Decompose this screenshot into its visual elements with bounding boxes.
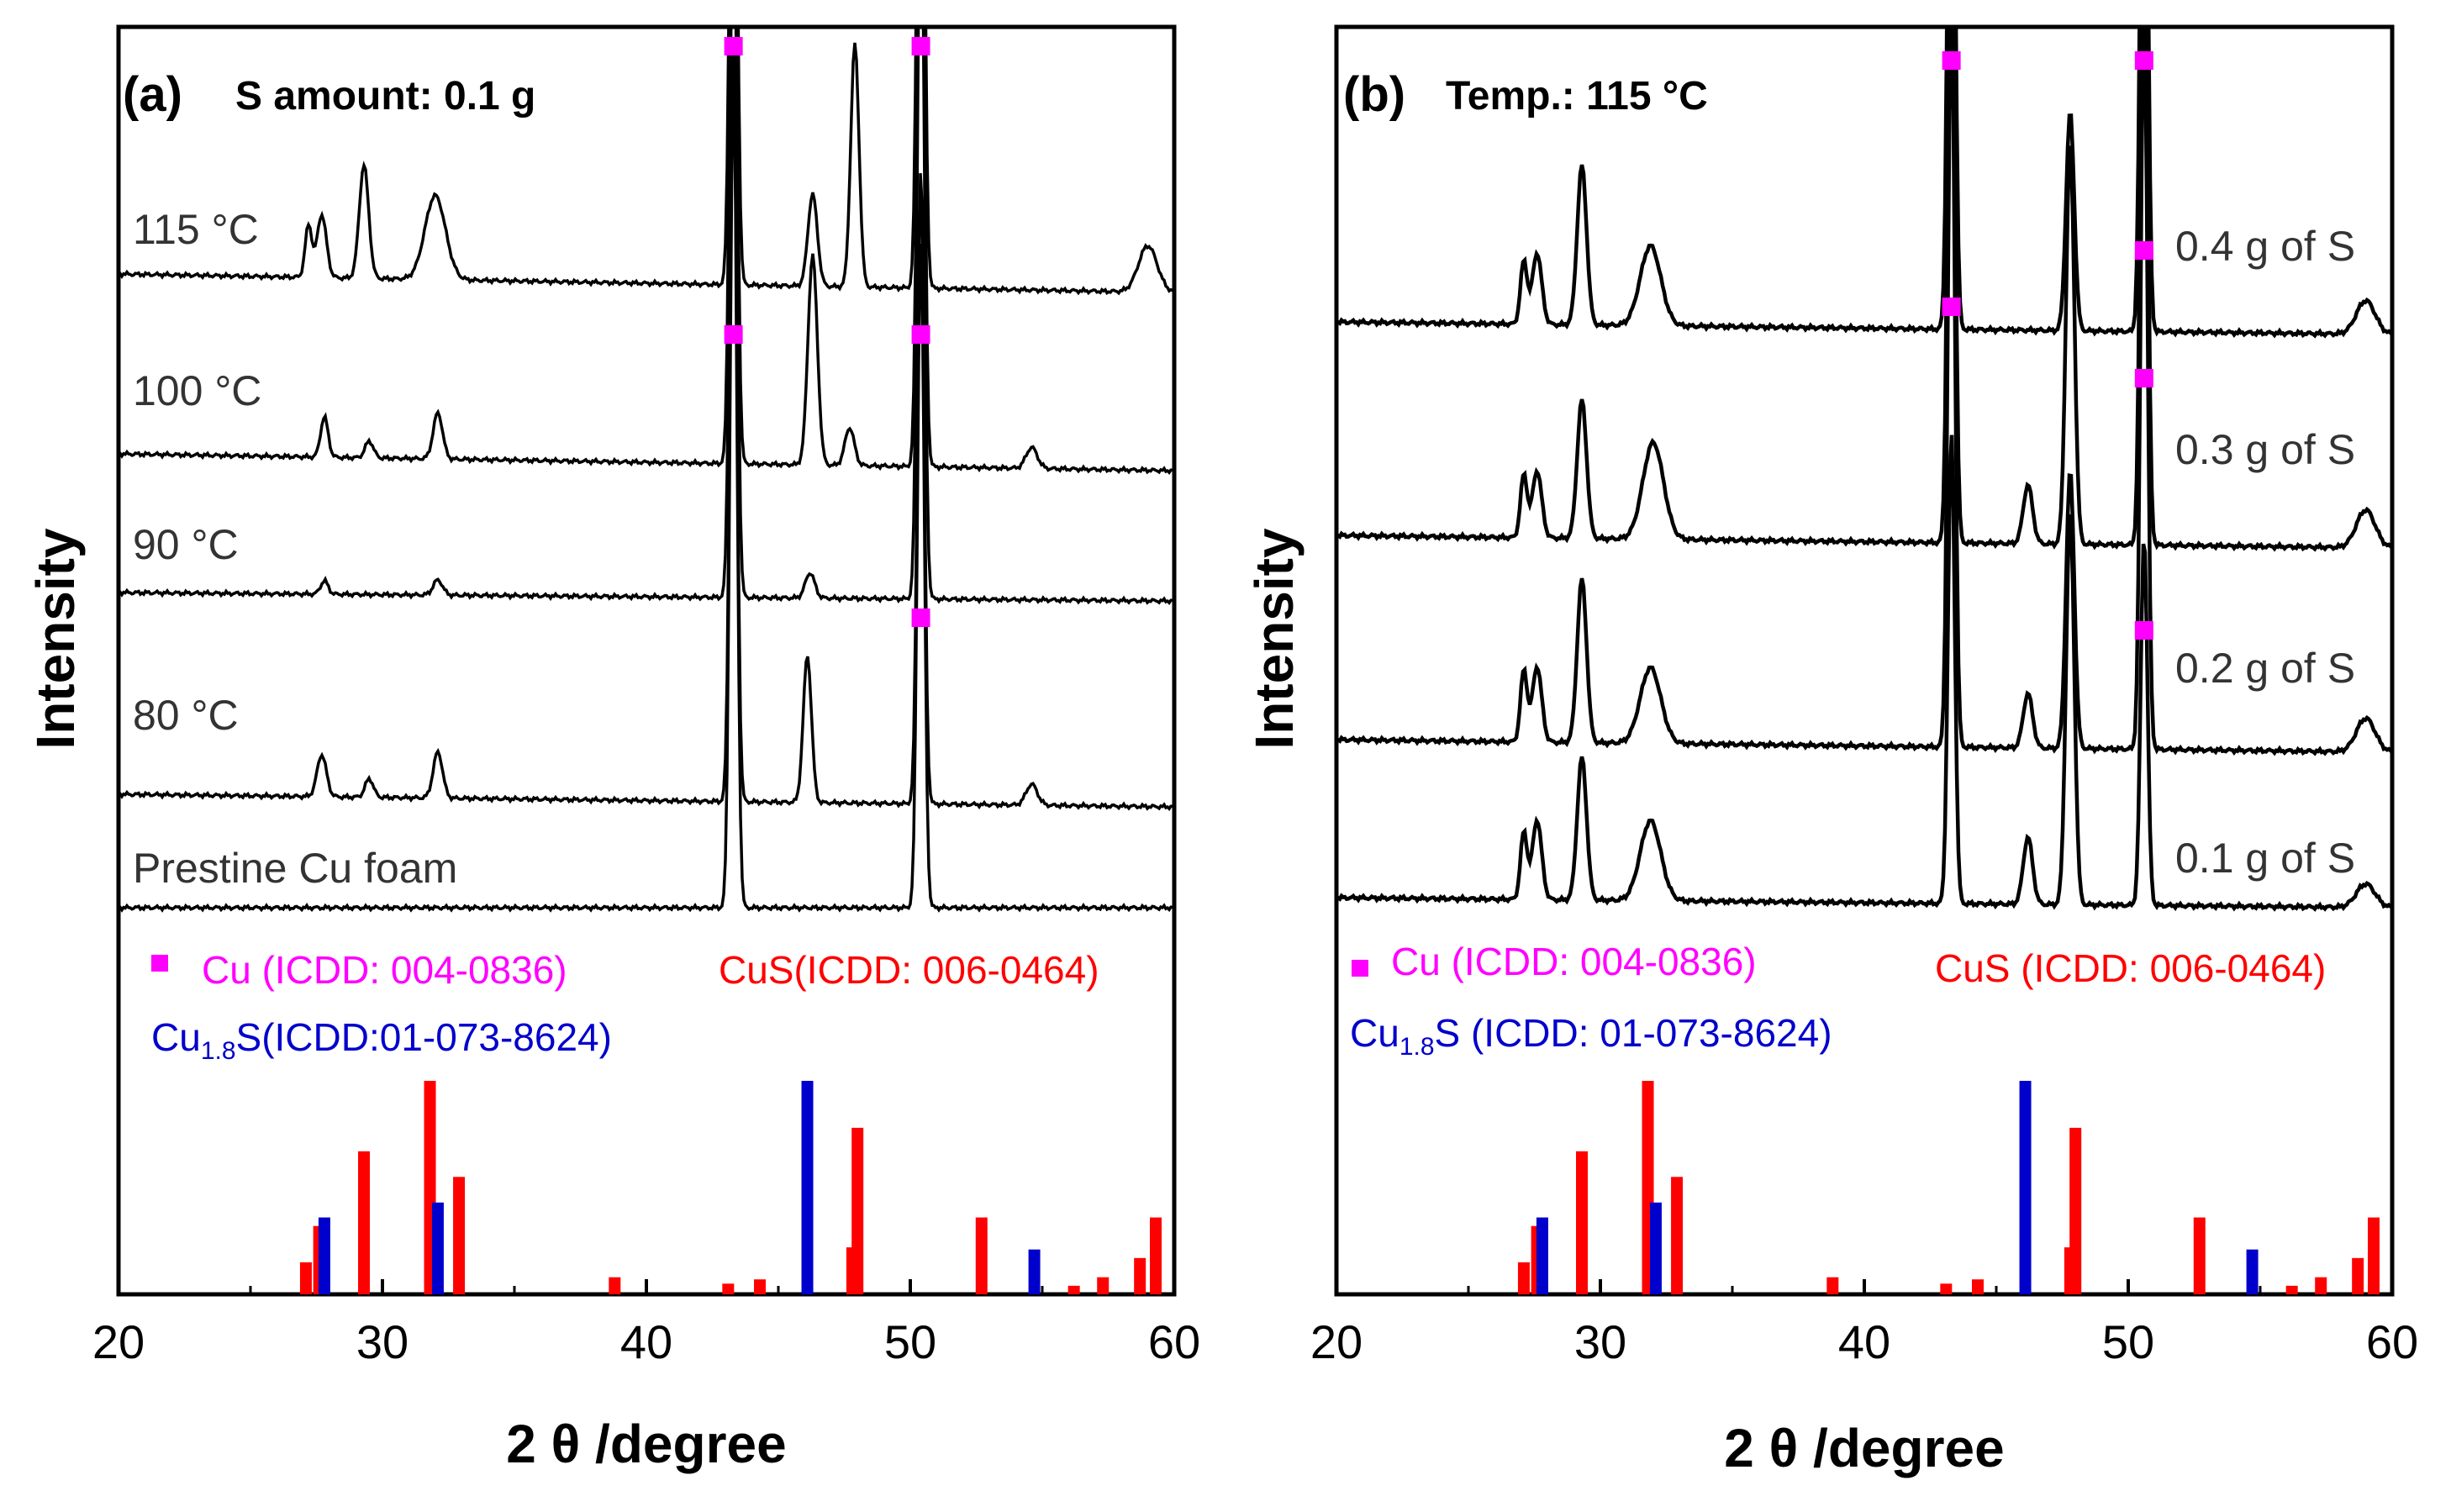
panel-b-references: [1517, 1081, 2380, 1294]
panel-a-ref-cus-6: [722, 1283, 735, 1294]
panel-a-ref-cus-4: [453, 1177, 466, 1294]
panel-b-curve-3: [1336, 435, 2392, 912]
panel-b-ref-cus-10: [2193, 1217, 2206, 1294]
panel-a-curves: [119, 27, 1174, 913]
panel-a-ref-cu18s-1: [431, 1202, 444, 1294]
panel-b-ref-cus-4: [1671, 1177, 1684, 1294]
panel-b-curve-2: [1336, 27, 2392, 756]
panel-a-cu-marker-0-1: [911, 37, 930, 55]
panel-a: 20 30 40 50 60 (a) S amount: 0.1 g 115 °C 10…: [25, 24, 1200, 1474]
panel-a-condition: S amount: 0.1 g: [235, 74, 535, 119]
panel-a-curve-label-2: 90 °C: [133, 521, 239, 568]
panel-a-ref-cu18s-2: [801, 1081, 814, 1294]
panel-b-cu-marker-2-0: [2134, 621, 2153, 640]
panel-a-legend-cu18s: Cu1.8S(ICDD:01-073-8624): [151, 1015, 612, 1065]
panel-a-xlabel: 2 θ /degree: [506, 1414, 786, 1474]
panel-a-curve-1: [119, 27, 1174, 475]
panel-b-cu-marker-extra-1: [1942, 298, 1961, 316]
panel-a-ref-cus-11: [1067, 1285, 1080, 1294]
panel-a-curve-3: [119, 48, 1174, 811]
panel-a-xtick-label-0: 20: [92, 1315, 145, 1368]
panel-a-ref-cus-5: [609, 1277, 621, 1294]
panel-b-ref-cu18s-0: [1536, 1217, 1548, 1294]
panel-a-curve-label-4: Prestine Cu foam: [133, 845, 457, 892]
panel-a-curve-4: [119, 71, 1174, 913]
panel-a-cu-marker-3-0: [911, 608, 930, 627]
panel-a-legend-cus: CuS(ICDD: 006-0464): [719, 948, 1099, 992]
panel-a-curve-label-1: 100 °C: [133, 367, 261, 414]
panel-a-xtick-label-3: 50: [884, 1315, 936, 1368]
panel-b-ref-cus-5: [1826, 1277, 1839, 1294]
panel-a-curve-2: [119, 27, 1174, 605]
panel-b-legend-cu18s: Cu1.8S (ICDD: 01-073-8624): [1350, 1011, 1832, 1061]
panel-a-legend-cu: Cu (ICDD: 004-0836): [202, 948, 567, 992]
panel-b-curve-1: [1336, 27, 2392, 552]
panel-b-curve-label-0: 0.4 g of S: [2175, 223, 2355, 270]
panel-a-ref-cus-10: [975, 1217, 988, 1294]
panel-a-markers: [724, 37, 930, 627]
panel-a-curve-0: [119, 27, 1174, 296]
panel-a-xtick-label-1: 30: [356, 1315, 408, 1368]
panel-b-curve-0: [1336, 27, 2392, 339]
panel-b-cu-marker-1-0: [2134, 369, 2153, 387]
panel-a-xtick-label-2: 40: [620, 1315, 672, 1368]
panel-b-markers: [1942, 51, 2153, 640]
panel-b-ref-cus-13: [2352, 1257, 2364, 1294]
panel-b-ref-cus-12: [2315, 1277, 2327, 1294]
panel-a-ref-cus-13: [1134, 1257, 1146, 1294]
panel-b-cu-marker-0-1: [2134, 51, 2153, 70]
panel-b-curve-label-2: 0.2 g of S: [2175, 645, 2355, 692]
panel-b-legend-cus: CuS (ICDD: 006-0464): [1935, 946, 2326, 990]
panel-b-ylabel: Intensity: [1244, 528, 1305, 750]
panel-a-references: [299, 1081, 1162, 1294]
panel-b-label: (b): [1343, 67, 1405, 122]
panel-a-cu-marker-1-0: [724, 325, 743, 344]
panel-b-xtick-label-1: 30: [1574, 1315, 1626, 1368]
panel-a-ref-cus-14: [1150, 1217, 1162, 1294]
panel-b-xtick-label-3: 50: [2102, 1315, 2154, 1368]
panel-b-ref-cu18s-3: [2246, 1249, 2259, 1294]
panel-b-ref-cus-14: [2368, 1217, 2380, 1294]
panel-b-curve-label-1: 0.3 g of S: [2175, 426, 2355, 473]
panel-a-cu-marker-0-0: [724, 37, 743, 55]
panel-a-cu-marker-1-1: [911, 325, 930, 344]
panel-b-legend-cu-marker: [1352, 960, 1368, 977]
panel-a-ref-cu18s-0: [318, 1217, 330, 1294]
panel-b-xtick-label-2: 40: [1838, 1315, 1890, 1368]
panel-b-ref-cu18s-2: [2019, 1081, 2032, 1294]
panel-a-ref-cus-12: [1097, 1277, 1110, 1294]
panel-a-frame: [116, 24, 1177, 1297]
panel-b-ref-cus-2: [1576, 1151, 1589, 1294]
panel-b-condition: Temp.: 115 °C: [1446, 74, 1708, 119]
panel-a-ref-cus-7: [754, 1279, 767, 1294]
panel-b-ref-cus-0: [1517, 1262, 1530, 1294]
panel-a-ref-cu18s-3: [1028, 1249, 1041, 1294]
panel-b-curve-label-3: 0.1 g of S: [2175, 835, 2355, 882]
panel-a-ref-cus-2: [358, 1151, 371, 1294]
panel-b-xlabel: 2 θ /degree: [1724, 1418, 2004, 1478]
panel-b-legend-cu: Cu (ICDD: 004-0836): [1391, 940, 1757, 983]
panel-b-ref-cus-7: [1972, 1279, 1985, 1294]
panel-b-ref-cus-11: [2285, 1285, 2298, 1294]
panel-a-ticks: 20 30 40 50 60: [92, 1279, 1200, 1368]
panel-b-curves: [1336, 27, 2392, 912]
panel-b-xtick-label-0: 20: [1310, 1315, 1363, 1368]
panel-a-curve-label-3: 80 °C: [133, 692, 239, 739]
panel-b-ref-cus-6: [1940, 1283, 1953, 1294]
panel-a-ref-cus-0: [299, 1262, 312, 1294]
panel-a-ylabel: Intensity: [25, 528, 86, 750]
panel-b: 20 30 40 50 60 (b) Temp.: 115 °C 0.4 g of S …: [1244, 24, 2418, 1478]
panel-a-xtick-label-4: 60: [1148, 1315, 1200, 1368]
panel-a-label: (a): [123, 67, 182, 122]
panel-b-ticks: 20 30 40 50 60: [1310, 1279, 2418, 1368]
panel-a-legend-cu-marker: [151, 955, 168, 972]
panel-a-ref-cus-9: [851, 1127, 864, 1294]
panel-b-cu-marker-extra-0: [2134, 241, 2153, 260]
panel-b-cu-marker-0-0: [1942, 51, 1961, 70]
panel-b-ref-cus-9: [2069, 1127, 2082, 1294]
panel-b-ref-cu18s-1: [1649, 1202, 1662, 1294]
panel-b-xtick-label-4: 60: [2366, 1315, 2418, 1368]
panel-a-curve-label-0: 115 °C: [133, 206, 259, 253]
